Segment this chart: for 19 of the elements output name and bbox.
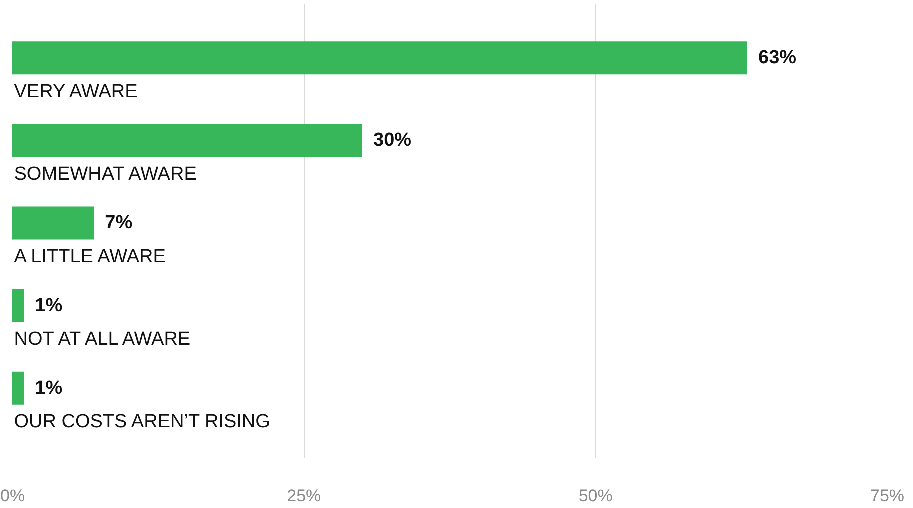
x-tick-label: 25% (287, 486, 322, 506)
x-tick-label: 50% (578, 486, 613, 506)
data-label: 30% (374, 130, 412, 152)
bar (12, 206, 94, 240)
x-tick-label: 0% (0, 486, 26, 506)
data-label: 7% (105, 212, 133, 234)
y-tick-label: VERY AWARE (14, 81, 138, 102)
y-tick-label: A LITTLE AWARE (14, 246, 166, 268)
bar (12, 42, 748, 75)
data-label: 1% (35, 378, 63, 399)
y-tick-label: NOT AT ALL AWARE (14, 328, 191, 350)
y-tick-label: SOMEWHAT AWARE (14, 164, 197, 185)
y-tick-label: OUR COSTS AREN’T RISING (14, 411, 270, 432)
bar (12, 124, 362, 158)
x-tick-label: 75% (870, 486, 905, 506)
data-label: 63% (758, 48, 797, 69)
data-label: 1% (35, 295, 63, 316)
bar (12, 289, 24, 322)
bar (12, 372, 24, 405)
